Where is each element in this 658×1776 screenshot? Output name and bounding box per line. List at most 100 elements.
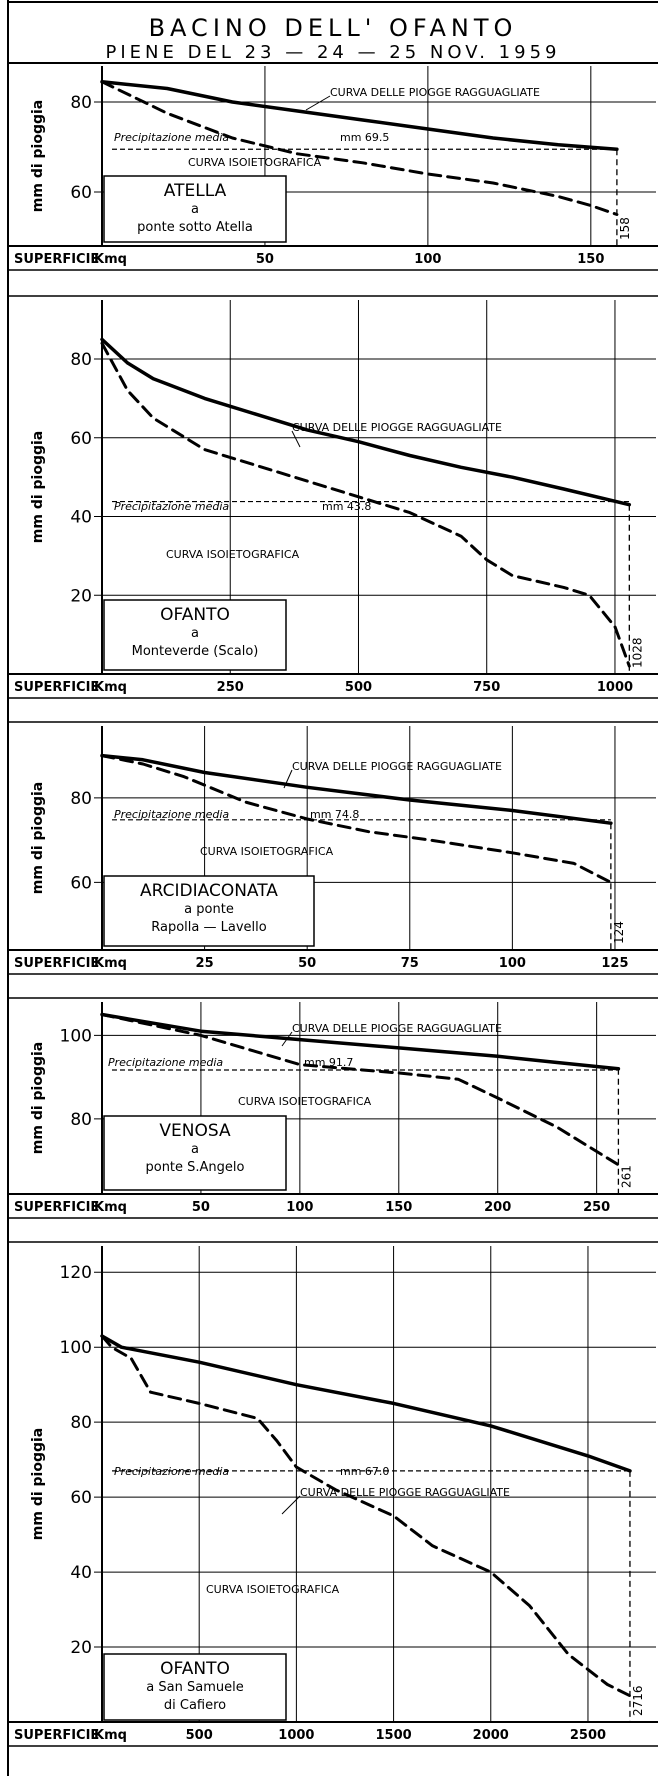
y-tick-label: 100 [60,1338,92,1358]
x-tick-label: 1000 [597,680,633,695]
mean-label: Precipitazione media [114,808,229,821]
series-label-isoietografica: CURVA ISOIETOGRAFICA [188,156,322,169]
station-line-3: ponte S.Angelo [145,1160,244,1175]
station-box [103,1653,287,1721]
station-name: OFANTO [160,1659,230,1679]
station-name: VENOSA [159,1121,231,1141]
mean-value-label: mm 74.8 [310,808,359,821]
x-tick-label: 250 [583,1200,610,1215]
y-tick-label: 100 [60,1026,92,1046]
mean-value-label: mm 67.0 [340,1465,389,1478]
station-line-2: a [191,202,199,217]
mean-value-label: mm 43.8 [322,500,371,513]
y-tick-label: 80 [70,1110,92,1130]
x-axis-label: SUPERFICIE [14,1200,99,1215]
y-tick-label: 80 [70,789,92,809]
y-tick-label: 60 [70,183,92,203]
station-line-2: a ponte [184,902,234,917]
series-line-isoietografica [100,80,619,216]
x-tick-label: 50 [192,1200,210,1215]
x-tick-label: 1500 [375,1728,411,1743]
x-tick-label: 2500 [570,1728,606,1743]
station-line-2: a San Samuele [146,1680,243,1695]
x-axis-label: SUPERFICIE [14,956,99,971]
station-line-2: a [191,1142,199,1157]
leader-line [283,769,293,789]
series-line-isoietografica [100,754,613,884]
leader-line [281,1031,293,1047]
y-axis-label: mm di pioggia [30,1428,46,1540]
x-tick-label: 150 [385,1200,412,1215]
x-tick-label: 500 [186,1728,213,1743]
series-line-ragguagliate [100,1012,621,1071]
station-name: OFANTO [160,605,230,625]
y-tick-label: 80 [70,93,92,113]
end-value-label: 1028 [630,637,644,668]
leader-line [305,95,331,111]
sheet-title: BACINO DELL' OFANTO [149,14,518,42]
y-axis-label: mm di pioggia [30,100,46,212]
station-box [103,175,287,243]
x-axis-label: SUPERFICIE [14,1728,99,1743]
mean-label: Precipitazione media [114,1465,229,1478]
x-tick-label: 100 [286,1200,313,1215]
series-line-ragguagliate [100,753,613,825]
leader-line [291,430,301,448]
y-tick-label: 20 [70,586,92,606]
x-tick-label: 50 [298,956,316,971]
y-axis-label: mm di pioggia [30,431,46,543]
x-tick-label: 500 [345,680,372,695]
y-axis-label: mm di pioggia [30,782,46,894]
x-axis-unit: Kmq [94,956,127,971]
series-label-isoietografica: CURVA ISOIETOGRAFICA [206,1583,340,1596]
series-line-ragguagliate [100,337,632,507]
station-name: ARCIDIACONATA [140,881,278,901]
x-tick-label: 1000 [278,1728,314,1743]
x-axis-label: SUPERFICIE [14,252,99,267]
y-tick-label: 80 [70,350,92,370]
end-value-label: 158 [618,217,632,240]
x-axis-unit: Kmq [94,1200,127,1215]
station-line-3: di Cafiero [164,1698,226,1713]
x-tick-label: 250 [217,680,244,695]
x-tick-label: 25 [196,956,214,971]
series-label-ragguagliate: CURVA DELLE PIOGGE RAGGUAGLIATE [292,421,502,434]
y-tick-label: 60 [70,1488,92,1508]
end-value-label: 124 [612,921,626,944]
series-label-ragguagliate: CURVA DELLE PIOGGE RAGGUAGLIATE [292,760,502,773]
y-tick-label: 40 [70,508,92,528]
mean-value-label: mm 69.5 [340,131,389,144]
x-tick-label: 75 [401,956,419,971]
series-label-ragguagliate: CURVA DELLE PIOGGE RAGGUAGLIATE [292,1022,502,1035]
series-label-isoietografica: CURVA ISOIETOGRAFICA [166,548,300,561]
station-box [103,599,287,671]
station-line-3: Rapolla — Lavello [151,920,266,935]
station-line-3: Monteverde (Scalo) [132,644,259,659]
x-axis-unit: Kmq [94,680,127,695]
y-tick-label: 60 [70,429,92,449]
end-value-label: 261 [619,1165,633,1188]
station-line-2: a [191,626,199,641]
y-tick-label: 80 [70,1413,92,1433]
x-tick-label: 750 [473,680,500,695]
series-label-ragguagliate: CURVA DELLE PIOGGE RAGGUAGLIATE [330,86,540,99]
y-tick-label: 120 [60,1263,92,1283]
chart-panel-5: 500 1000 1500 2000 2500 20 40 60 80 100 120 SUPERFI… [8,1241,658,1747]
series-line-isoietografica [100,1013,620,1167]
y-tick-label: 60 [70,873,92,893]
x-axis-unit: Kmq [94,1728,127,1743]
mean-label: Precipitazione media [114,500,229,513]
y-tick-label: 20 [70,1638,92,1658]
y-tick-label: 40 [70,1563,92,1583]
x-tick-label: 200 [484,1200,511,1215]
series-line-ragguagliate [100,1334,632,1473]
series-label-isoietografica: CURVA ISOIETOGRAFICA [200,845,334,858]
x-axis-unit: Kmq [94,252,127,267]
x-tick-label: 150 [577,252,604,267]
